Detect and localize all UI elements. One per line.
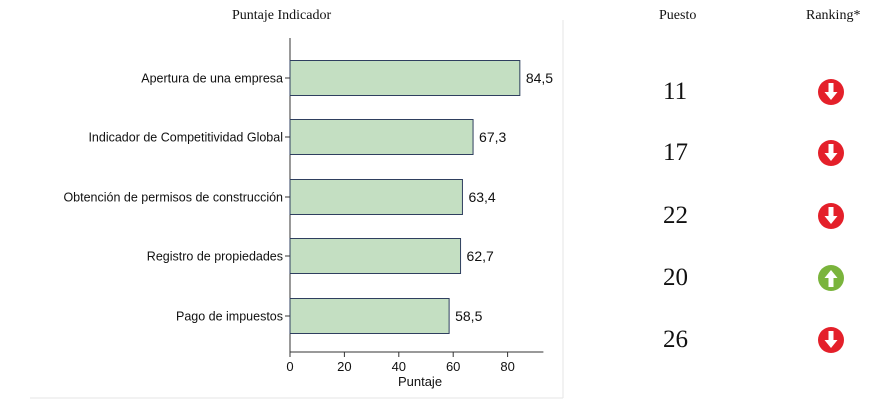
- ranking-header: Ranking*: [806, 8, 861, 23]
- x-tick-label: 60: [446, 359, 460, 374]
- value-label: 58,5: [455, 308, 482, 324]
- bar: [289, 298, 450, 334]
- arrow-down-icon: [818, 327, 844, 353]
- category-label: Apertura de una empresa: [141, 72, 283, 86]
- puesto-value: 11: [663, 78, 688, 105]
- puesto-value: 17: [663, 139, 688, 166]
- bar: [289, 179, 463, 215]
- x-axis-label: Puntaje: [398, 374, 442, 389]
- x-tick-label: 0: [286, 359, 293, 374]
- arrow-down-icon: [818, 203, 844, 229]
- category-label: Obtención de permisos de construcción: [63, 191, 283, 205]
- x-tick-label: 20: [337, 359, 351, 374]
- x-tick-label: 80: [500, 359, 514, 374]
- arrow-down-icon: [818, 140, 844, 166]
- x-tick-label: 40: [392, 359, 406, 374]
- value-label: 67,3: [479, 129, 506, 145]
- value-label: 84,5: [526, 70, 553, 86]
- bar: [289, 119, 474, 155]
- value-label: 63,4: [468, 189, 495, 205]
- value-label: 62,7: [467, 248, 494, 264]
- chart-title: Puntaje Indicador: [232, 8, 332, 23]
- arrow-down-icon: [818, 79, 844, 105]
- category-label: Pago de impuestos: [176, 310, 283, 324]
- puesto-value: 26: [663, 326, 688, 353]
- puesto-value: 22: [663, 202, 688, 229]
- puesto-value: 20: [663, 264, 688, 291]
- bar: [289, 60, 521, 96]
- puesto-header: Puesto: [659, 8, 697, 23]
- category-label: Indicador de Competitividad Global: [88, 131, 283, 145]
- bar: [289, 238, 462, 274]
- arrow-up-icon: [818, 265, 844, 291]
- category-label: Registro de propiedades: [147, 250, 283, 264]
